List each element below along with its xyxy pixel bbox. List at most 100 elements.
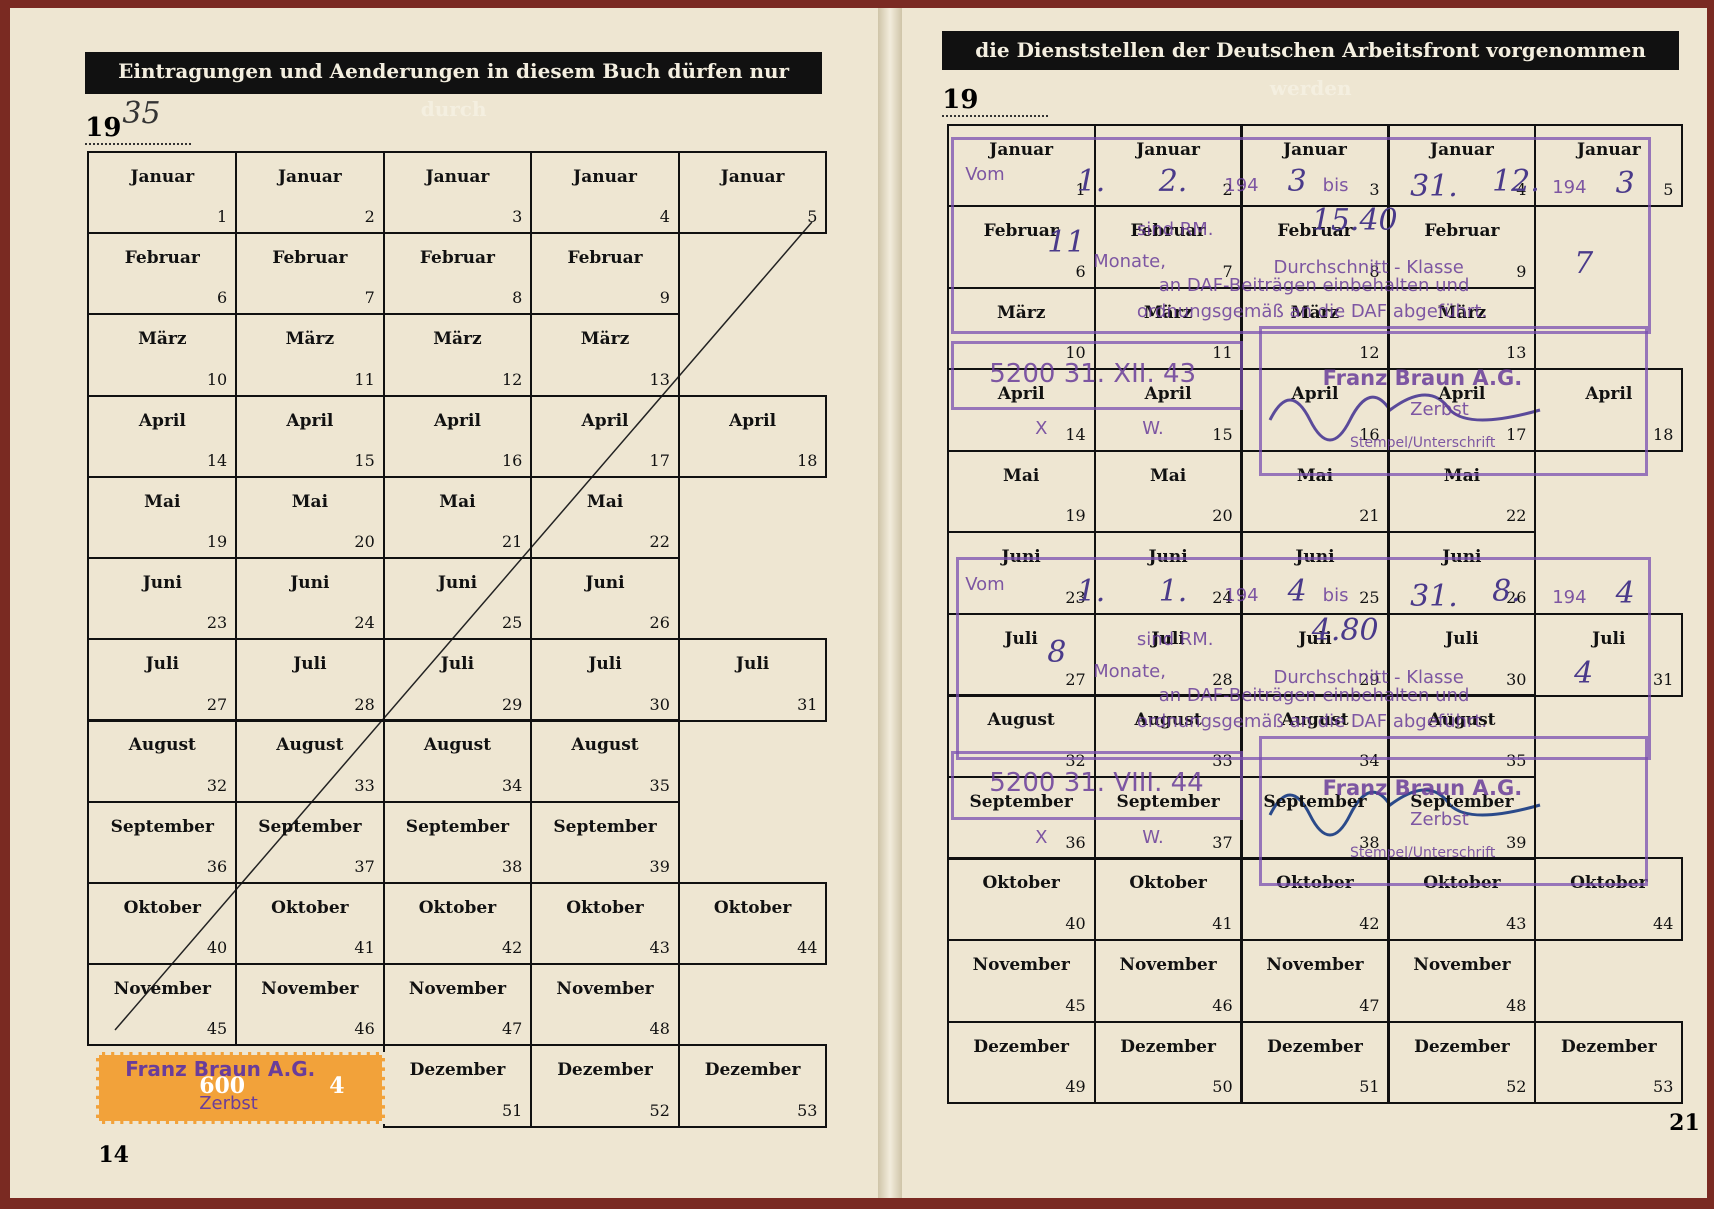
stamp-text: Vom xyxy=(965,573,1005,595)
stamp-text: 1. xyxy=(1158,573,1188,609)
stamp-text: 1. xyxy=(1076,163,1106,199)
stamp-text: 4 xyxy=(1574,655,1594,691)
month-name: September xyxy=(1410,791,1514,812)
stamp-text: 8 xyxy=(1047,635,1067,671)
week-number: 15 xyxy=(1212,424,1233,444)
week-number: 13 xyxy=(649,369,670,389)
week-number: 51 xyxy=(1359,1077,1380,1097)
week-number: 48 xyxy=(1506,995,1527,1015)
month-name: Juni xyxy=(1001,547,1041,568)
month-name: Dezember xyxy=(409,1060,506,1081)
week-number: 2 xyxy=(364,207,375,227)
month-name: Juni xyxy=(1148,547,1188,568)
week-number: 10 xyxy=(206,369,228,389)
month-name: März xyxy=(285,329,335,350)
month-name: Oktober xyxy=(123,897,202,918)
week-number: 6 xyxy=(217,288,228,308)
week-number: 3 xyxy=(512,207,523,227)
week-cell: Dezember 53 xyxy=(1534,1020,1684,1105)
month-name: Mai xyxy=(291,491,329,512)
month-name: Januar xyxy=(425,166,490,187)
week-cell: Juni 26 xyxy=(530,556,680,641)
week-cell: Februar 6 xyxy=(87,232,238,316)
cancel-line xyxy=(114,221,813,1031)
week-number: 14 xyxy=(206,450,228,470)
month-name: April xyxy=(729,410,777,431)
week-number: 23 xyxy=(206,613,228,633)
month-name: Juli xyxy=(588,654,622,675)
week-number: 33 xyxy=(1212,751,1233,771)
stamp-text: X xyxy=(1035,827,1048,849)
week-number: 40 xyxy=(206,938,228,958)
week-number: 30 xyxy=(1506,669,1527,689)
stamp-text: 31. xyxy=(1410,579,1458,615)
month-name: Juli xyxy=(1445,628,1479,649)
header-banner: Eintragungen und Aenderungen in diesem B… xyxy=(85,52,822,121)
month-name: April xyxy=(1144,384,1192,405)
week-cell: Mai 20 xyxy=(1093,449,1243,534)
week-number: 45 xyxy=(206,1019,228,1039)
month-name: September xyxy=(405,816,510,837)
week-cell: Dezember 49 xyxy=(946,1020,1096,1105)
week-number: 26 xyxy=(649,613,670,633)
week-cell: Januar 5 xyxy=(677,150,828,235)
week-number: 53 xyxy=(1653,1077,1674,1097)
month-name: Dezember xyxy=(1267,1036,1363,1057)
week-cell: Juni 25 xyxy=(382,556,533,641)
month-name: November xyxy=(1413,954,1511,975)
week-cell: März 13 xyxy=(530,313,680,397)
month-name: April xyxy=(433,410,481,431)
month-name: Juli xyxy=(735,654,770,675)
month-name: Juni xyxy=(1295,547,1335,568)
month-name: Juli xyxy=(1592,628,1626,649)
signature xyxy=(1268,788,1541,837)
left-page xyxy=(10,8,886,1198)
stamp-text: 194 xyxy=(1552,587,1587,608)
month-name: Februar xyxy=(1424,221,1500,242)
stamp-text: Franz Braun A.G. xyxy=(1322,366,1523,391)
week-number: 22 xyxy=(649,532,670,552)
month-name: April xyxy=(1585,384,1633,405)
week-number: 37 xyxy=(354,856,375,876)
week-number: 44 xyxy=(1653,914,1674,934)
month-name: August xyxy=(128,735,196,756)
stamp-text: 5200 31. XII. 43 xyxy=(989,358,1197,389)
month-name: Mai xyxy=(586,491,624,512)
week-number: 42 xyxy=(1359,914,1380,934)
month-name: Januar xyxy=(1430,139,1494,160)
month-name: Juni xyxy=(1442,547,1482,568)
week-cell: November 47 xyxy=(1240,938,1390,1023)
week-number: 3 xyxy=(1369,180,1380,200)
week-cell: Dezember 53 xyxy=(677,1044,828,1128)
stamp-text: 194 xyxy=(1552,177,1587,199)
stamp-text: W. xyxy=(1142,417,1164,439)
month-name: Dezember xyxy=(704,1060,801,1081)
month-name: Juli xyxy=(1004,628,1038,649)
month-name: Februar xyxy=(124,248,200,269)
week-cell: September 37 xyxy=(235,800,385,884)
week-cell: April 14 xyxy=(87,394,238,478)
week-number: 20 xyxy=(354,532,375,552)
week-number: 5 xyxy=(807,207,818,227)
week-number: 18 xyxy=(1653,424,1674,444)
week-number: 45 xyxy=(1065,995,1086,1015)
week-cell: Juli 31 xyxy=(1534,612,1684,697)
week-cell: November 45 xyxy=(946,938,1096,1023)
month-name: November xyxy=(1266,954,1364,975)
month-name: Februar xyxy=(272,248,348,269)
stamp-text: 194 xyxy=(1224,174,1259,196)
stamp-text: 3 xyxy=(1287,163,1307,199)
month-name: Januar xyxy=(1136,139,1200,160)
month-name: Oktober xyxy=(982,873,1060,894)
month-name: August xyxy=(1134,710,1202,731)
week-number: 37 xyxy=(1212,832,1233,852)
week-cell: Oktober 41 xyxy=(1093,857,1243,942)
month-name: Juli xyxy=(440,654,475,675)
stamp-text: X xyxy=(1035,417,1048,439)
week-number: 28 xyxy=(1212,669,1233,689)
month-name: April xyxy=(997,384,1045,405)
month-name: Oktober xyxy=(713,897,792,918)
week-cell: Juli 29 xyxy=(382,638,533,722)
